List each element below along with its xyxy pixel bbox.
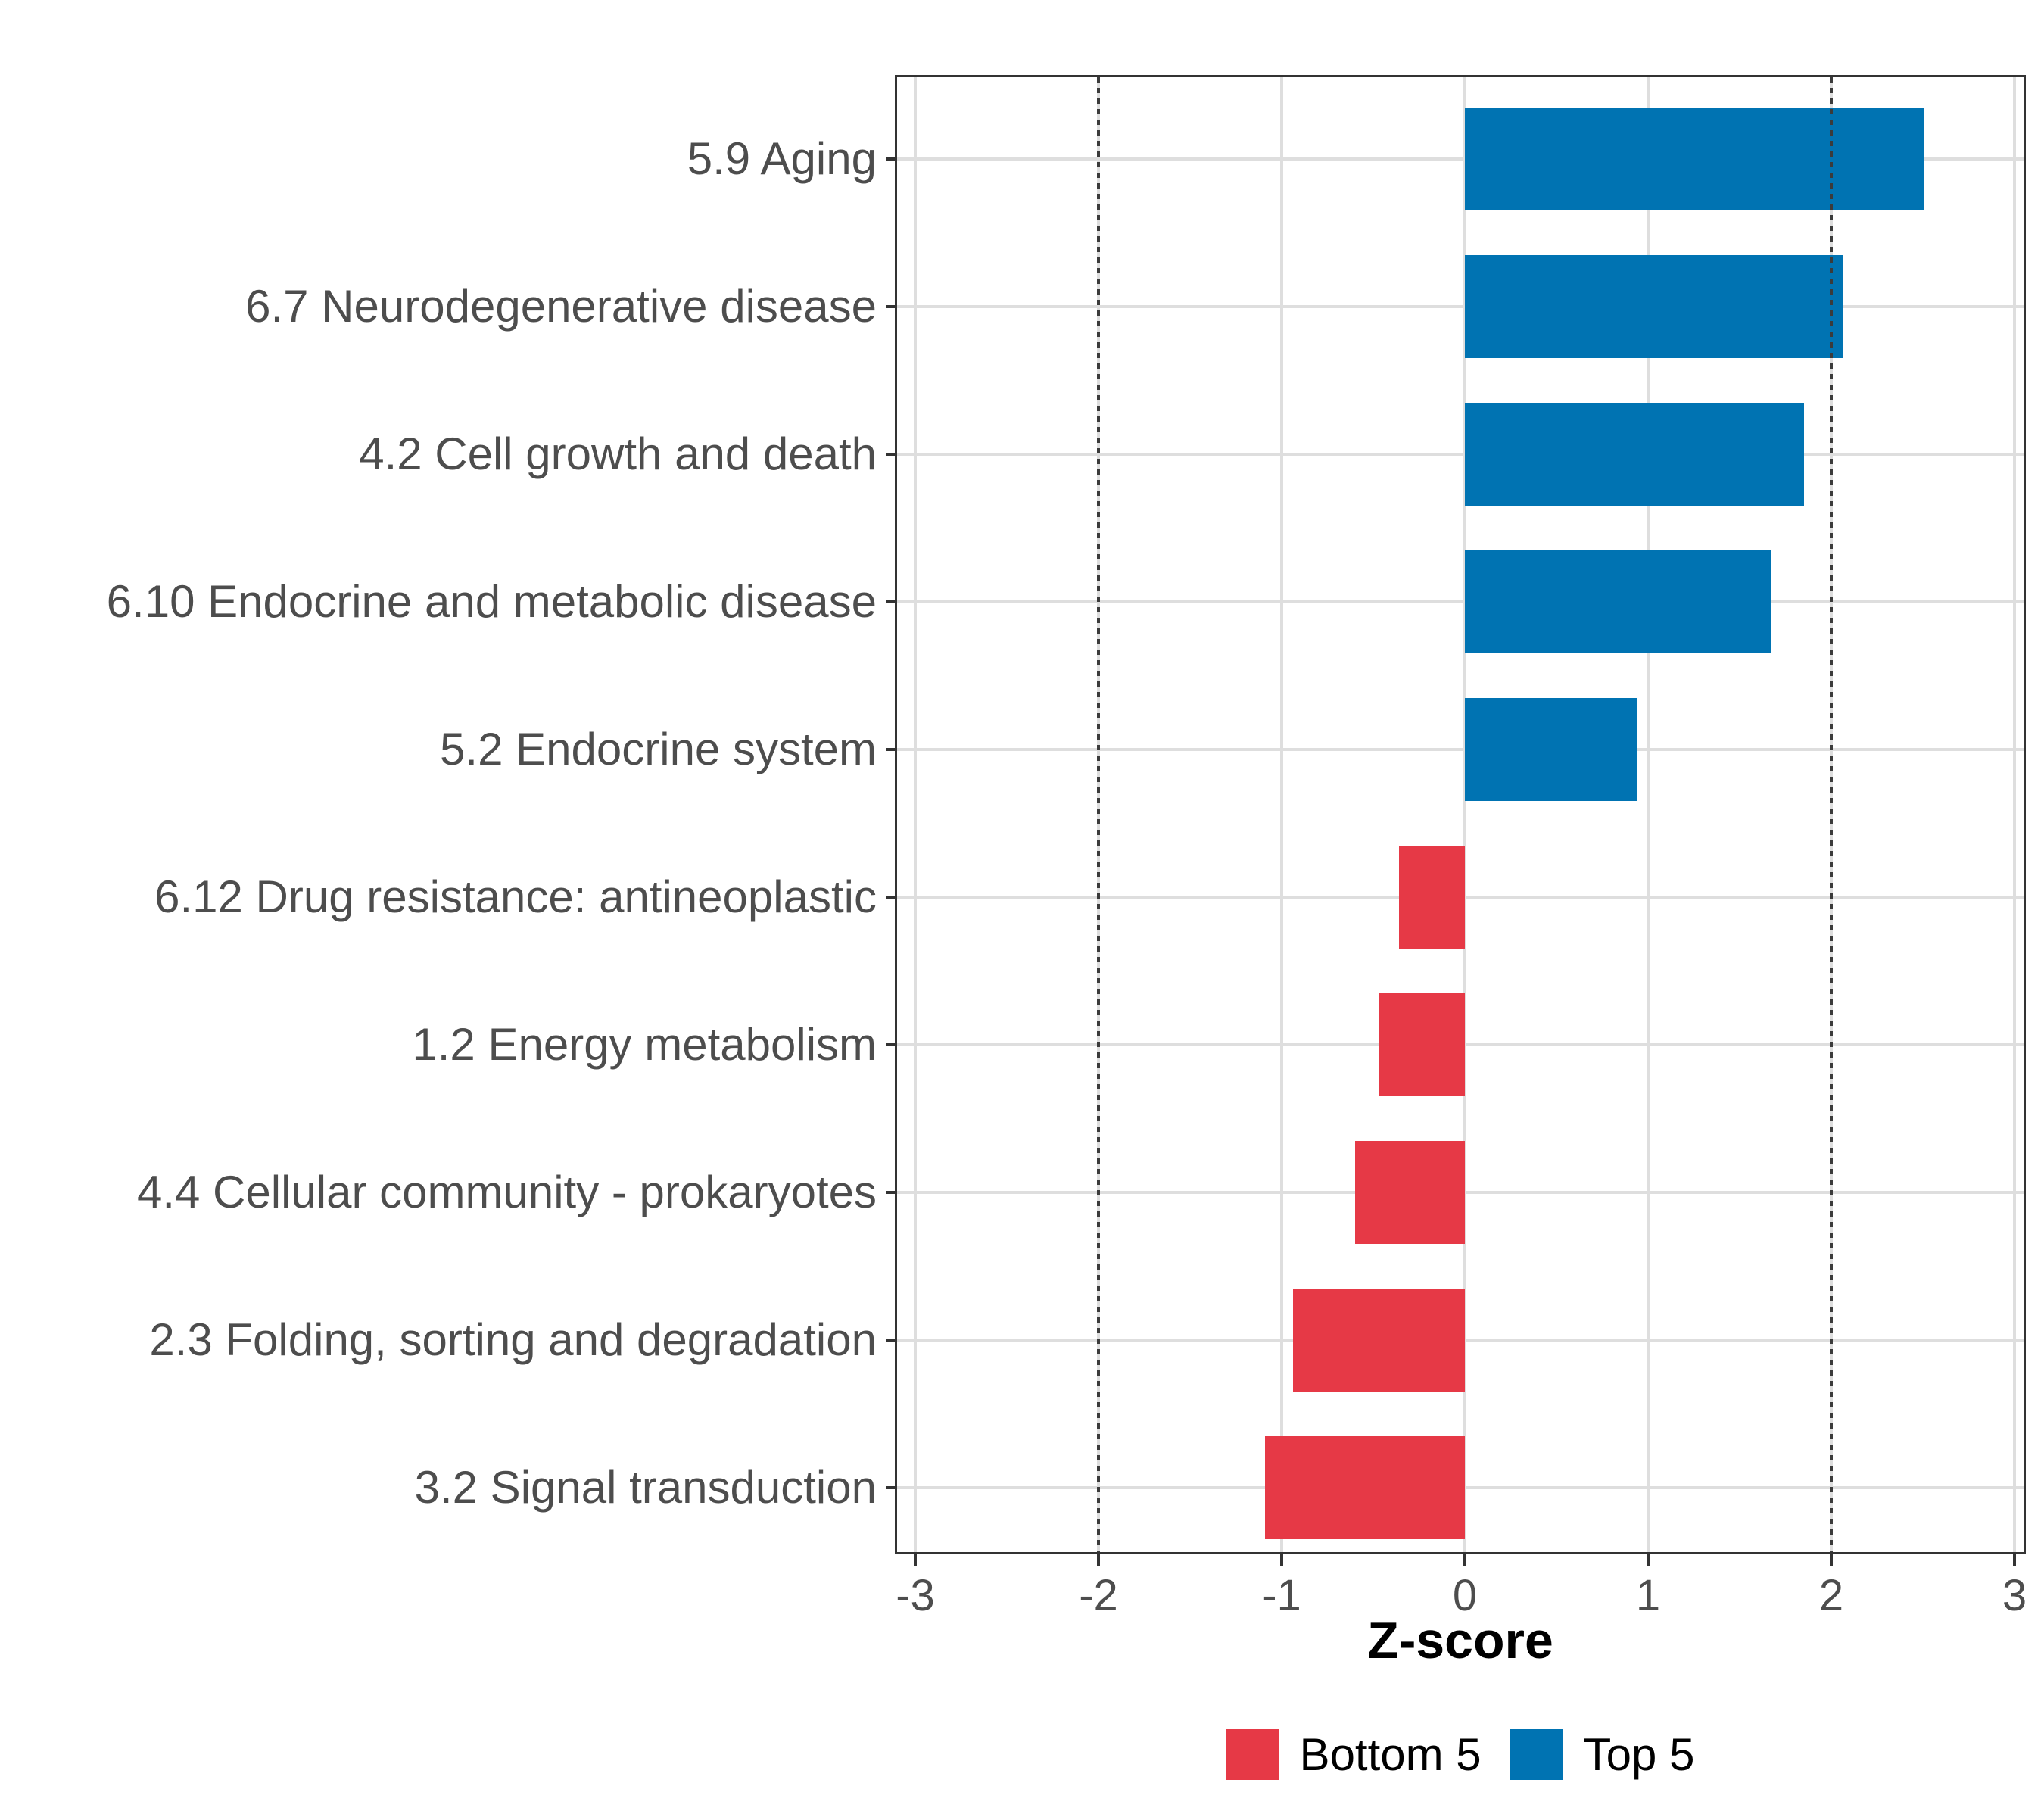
y-axis-tick	[886, 600, 895, 603]
x-axis-tick-label: -1	[1262, 1571, 1301, 1620]
y-axis-label: 4.4 Cellular community - prokaryotes	[136, 1167, 877, 1217]
y-axis-tick	[886, 305, 895, 308]
y-axis-label: 6.12 Drug resistance: antineoplastic	[154, 871, 877, 922]
x-axis-tick	[1647, 1554, 1650, 1566]
x-axis-tick	[914, 1554, 917, 1566]
bar	[1465, 403, 1804, 506]
gridline-horizontal	[897, 600, 2024, 603]
legend: Bottom 5 Top 5	[895, 1728, 2026, 1781]
gridline-horizontal	[897, 748, 2024, 751]
legend-key	[1226, 1729, 1279, 1780]
x-axis-tick-label: 3	[2002, 1571, 2027, 1620]
x-axis-title: Z-score	[1367, 1612, 1553, 1669]
x-axis-tick	[1280, 1554, 1283, 1566]
x-axis-tick-label: 0	[1452, 1571, 1478, 1620]
gridline-horizontal	[897, 305, 2024, 308]
gridline-vertical	[1463, 77, 1466, 1552]
bar	[1465, 255, 1843, 358]
gridline-horizontal	[897, 453, 2024, 456]
y-axis-tick	[886, 453, 895, 456]
plot-panel	[895, 75, 2026, 1554]
y-axis-tick	[886, 1339, 895, 1342]
gridline-vertical	[2013, 77, 2016, 1552]
y-axis-label: 4.2 Cell growth and death	[359, 429, 877, 479]
y-axis-tick	[886, 1043, 895, 1046]
bar	[1465, 550, 1771, 653]
x-axis-tick-label: 2	[1818, 1571, 1844, 1620]
reference-line	[1830, 77, 1833, 1552]
y-axis-tick	[886, 1191, 895, 1194]
y-axis-label: 2.3 Folding, sorting and degradation	[149, 1314, 877, 1365]
y-axis-label: 5.9 Aging	[687, 133, 877, 184]
gridline-horizontal	[897, 157, 2024, 161]
bar	[1379, 993, 1465, 1096]
legend-label: Bottom 5	[1299, 1729, 1482, 1780]
y-axis-label: 5.2 Endocrine system	[440, 724, 877, 774]
gridline-vertical	[1280, 77, 1283, 1552]
y-axis-tick	[886, 896, 895, 899]
x-axis-tick-label: 1	[1635, 1571, 1661, 1620]
legend-item: Bottom 5	[1226, 1728, 1482, 1781]
bar	[1398, 846, 1465, 949]
x-axis-tick	[2013, 1554, 2016, 1566]
gridline-vertical	[914, 77, 917, 1552]
y-axis-label: 3.2 Signal transduction	[414, 1462, 877, 1513]
y-axis-tick	[886, 157, 895, 161]
bar	[1265, 1436, 1465, 1539]
bar	[1465, 108, 1925, 210]
bar	[1292, 1289, 1465, 1392]
x-axis-tick	[1830, 1554, 1833, 1566]
y-axis-label: 1.2 Energy metabolism	[412, 1019, 877, 1070]
reference-line	[1097, 77, 1100, 1552]
y-axis-tick	[886, 1486, 895, 1489]
gridline-vertical	[1647, 77, 1650, 1552]
bar	[1465, 698, 1637, 801]
legend-label: Top 5	[1583, 1729, 1695, 1780]
y-axis-tick	[886, 748, 895, 751]
x-axis-tick	[1463, 1554, 1466, 1566]
y-axis-label: 6.7 Neurodegenerative disease	[245, 281, 877, 332]
y-axis-label: 6.10 Endocrine and metabolic disease	[106, 576, 877, 627]
legend-key	[1510, 1729, 1563, 1780]
legend-item: Top 5	[1510, 1728, 1695, 1781]
bar	[1354, 1141, 1465, 1244]
x-axis-tick-label: -3	[896, 1571, 935, 1620]
x-axis-tick-label: -2	[1079, 1571, 1118, 1620]
x-axis-tick	[1097, 1554, 1100, 1566]
